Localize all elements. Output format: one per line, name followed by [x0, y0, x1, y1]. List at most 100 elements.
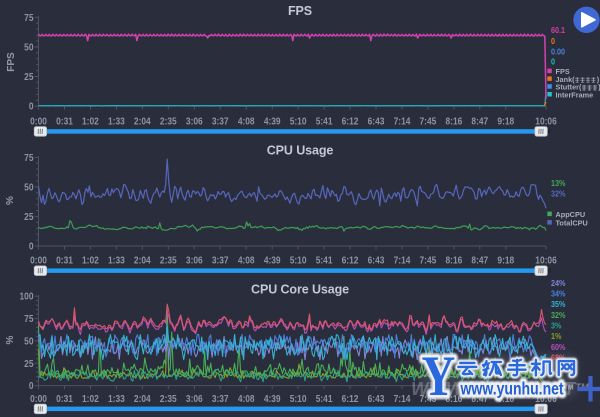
svg-text:4:08: 4:08 — [238, 116, 255, 127]
svg-text:50: 50 — [24, 336, 33, 347]
svg-text:TM: TM — [564, 385, 574, 392]
svg-text:6:43: 6:43 — [368, 393, 385, 404]
svg-text:3:37: 3:37 — [212, 255, 229, 266]
svg-text:7:14: 7:14 — [394, 116, 412, 127]
svg-text:9:18: 9:18 — [497, 255, 514, 266]
svg-text:2:04: 2:04 — [134, 116, 152, 127]
svg-text:25: 25 — [24, 71, 33, 82]
svg-text:2:04: 2:04 — [134, 255, 152, 266]
svg-text:25: 25 — [24, 211, 33, 222]
svg-text:8:47: 8:47 — [471, 393, 488, 404]
svg-text:8:47: 8:47 — [471, 116, 488, 127]
svg-text:1:33: 1:33 — [108, 255, 125, 266]
svg-text:2:04: 2:04 — [134, 393, 152, 404]
svg-text:1:33: 1:33 — [108, 116, 125, 127]
svg-text:6:43: 6:43 — [368, 116, 385, 127]
svg-text:10:06: 10:06 — [535, 393, 556, 404]
svg-text:0:31: 0:31 — [56, 255, 73, 266]
svg-text:25: 25 — [24, 358, 33, 369]
svg-text:4:08: 4:08 — [238, 255, 255, 266]
svg-text:): ) — [598, 83, 600, 92]
svg-text:0.00: 0.00 — [551, 47, 566, 57]
svg-text:9:18: 9:18 — [497, 116, 514, 127]
svg-text:4:08: 4:08 — [238, 393, 255, 404]
svg-text:1:02: 1:02 — [82, 255, 99, 266]
svg-text:0:00: 0:00 — [30, 255, 47, 266]
svg-text:0: 0 — [29, 101, 34, 112]
svg-text:4:39: 4:39 — [264, 116, 281, 127]
svg-text:75: 75 — [24, 313, 33, 324]
svg-text:www.yunhu.net: www.yunhu.net — [460, 379, 565, 399]
svg-text:7:14: 7:14 — [394, 393, 412, 404]
svg-text:InterFrame: InterFrame — [556, 91, 594, 100]
svg-text:8:16: 8:16 — [446, 393, 463, 404]
svg-text:Y: Y — [422, 346, 456, 408]
svg-text:TotalCPU: TotalCPU — [556, 219, 588, 228]
svg-text:50: 50 — [24, 42, 33, 53]
svg-text:3%: 3% — [551, 321, 561, 331]
svg-text:WWW.YUNHU.NET: WWW.YUNHU.NET — [411, 378, 577, 399]
svg-text:FPS: FPS — [288, 4, 312, 18]
svg-text:10:06: 10:06 — [535, 255, 556, 266]
svg-text:%: % — [5, 335, 16, 344]
svg-text:75: 75 — [24, 152, 33, 163]
svg-text:4:39: 4:39 — [264, 255, 281, 266]
svg-text:0: 0 — [551, 36, 556, 46]
svg-text:5:41: 5:41 — [316, 116, 333, 127]
svg-text:0: 0 — [551, 57, 556, 67]
svg-text:7:45: 7:45 — [420, 116, 437, 127]
svg-text:34%: 34% — [551, 289, 565, 299]
svg-text:4:39: 4:39 — [264, 393, 281, 404]
svg-text:3:06: 3:06 — [186, 116, 203, 127]
svg-text:5:10: 5:10 — [290, 116, 307, 127]
svg-text:5:41: 5:41 — [316, 393, 333, 404]
svg-text:0:31: 0:31 — [56, 116, 73, 127]
svg-text:FPS: FPS — [6, 52, 17, 72]
svg-text:32%: 32% — [551, 310, 565, 320]
svg-text:24%: 24% — [551, 278, 565, 288]
svg-text:100: 100 — [20, 291, 34, 302]
svg-text:0:00: 0:00 — [30, 393, 47, 404]
svg-text:CPU Usage: CPU Usage — [267, 143, 334, 157]
svg-text:10:06: 10:06 — [535, 116, 556, 127]
svg-text:60%: 60% — [551, 342, 565, 352]
svg-text:6:43: 6:43 — [368, 255, 385, 266]
svg-text:6:12: 6:12 — [342, 255, 359, 266]
svg-text:8:16: 8:16 — [446, 255, 463, 266]
svg-text:3:37: 3:37 — [212, 116, 229, 127]
svg-text:6:12: 6:12 — [342, 116, 359, 127]
svg-text:7:14: 7:14 — [394, 255, 412, 266]
svg-text:%: % — [5, 196, 16, 205]
svg-text:13%: 13% — [551, 178, 565, 188]
svg-text:www.yunhu.net: www.yunhu.net — [460, 379, 565, 399]
svg-text:FPS: FPS — [556, 67, 570, 76]
svg-text:2:35: 2:35 — [160, 116, 177, 127]
svg-text:50: 50 — [24, 182, 33, 193]
svg-text:3:37: 3:37 — [212, 393, 229, 404]
svg-text:9:18: 9:18 — [497, 393, 514, 404]
svg-text:5:10: 5:10 — [290, 393, 307, 404]
svg-text:7:45: 7:45 — [420, 255, 437, 266]
svg-text:35%: 35% — [551, 300, 565, 310]
svg-text:75: 75 — [24, 12, 33, 23]
svg-text:AppCPU: AppCPU — [556, 210, 586, 219]
svg-text:3:06: 3:06 — [186, 393, 203, 404]
svg-text:5:10: 5:10 — [290, 255, 307, 266]
svg-text:Stutter(: Stutter( — [556, 83, 583, 92]
svg-text:7:45: 7:45 — [420, 393, 437, 404]
svg-text:Y: Y — [422, 346, 456, 408]
svg-text:0:00: 0:00 — [30, 116, 47, 127]
svg-text:Jank(: Jank( — [556, 75, 576, 84]
svg-text:8:47: 8:47 — [471, 255, 488, 266]
svg-text:): ) — [597, 75, 600, 84]
svg-text:8:16: 8:16 — [446, 116, 463, 127]
svg-text:1%: 1% — [551, 332, 561, 342]
svg-text:0: 0 — [29, 241, 34, 252]
svg-text:6:12: 6:12 — [342, 393, 359, 404]
svg-text:3:06: 3:06 — [186, 255, 203, 266]
svg-text:0:31: 0:31 — [56, 393, 73, 404]
svg-text:5:41: 5:41 — [316, 255, 333, 266]
svg-text:CPU Core Usage: CPU Core Usage — [251, 283, 349, 297]
svg-text:1:33: 1:33 — [108, 393, 125, 404]
svg-text:2:35: 2:35 — [160, 255, 177, 266]
